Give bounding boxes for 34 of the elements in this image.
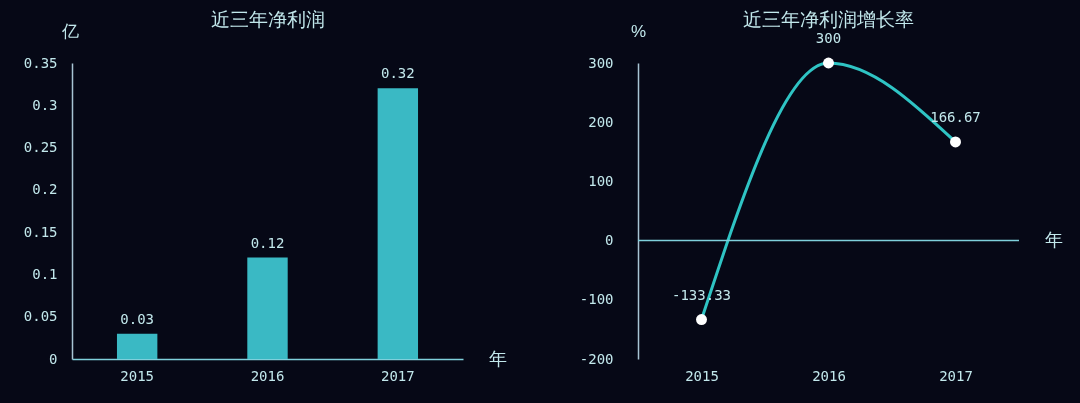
y-tick-label: 0.25 [23, 139, 58, 156]
y-tick-label: 0.2 [32, 181, 58, 198]
data-label: 300 [815, 30, 842, 46]
y-tick-label: 0.35 [23, 54, 58, 71]
x-tick-label: 2016 [250, 367, 285, 384]
y-tick-label: 0.1 [32, 265, 58, 282]
y-tick-label: 100 [588, 172, 614, 189]
bar [116, 333, 158, 359]
y-tick-label: 300 [588, 54, 614, 71]
y-tick-label: 0.15 [23, 223, 58, 240]
x-axis-title: 年 [1044, 230, 1063, 251]
x-tick-label: 2016 [812, 367, 846, 384]
y-tick-label: 0 [605, 232, 614, 249]
y-axis-title: 亿 [61, 21, 79, 41]
y-tick-label: -100 [579, 291, 614, 308]
y-axis-title: % [630, 21, 647, 41]
y-tick-label: -200 [579, 350, 614, 367]
x-tick-label: 2017 [939, 367, 973, 384]
bar [247, 257, 288, 359]
y-tick-label: 0.05 [23, 308, 58, 325]
chart-title: 近三年净利润增长率 [743, 9, 914, 30]
y-tick-label: 0.3 [32, 96, 58, 113]
bar [377, 88, 419, 359]
y-tick-label: 0 [49, 350, 58, 367]
x-tick-label: 2015 [120, 367, 155, 384]
data-label: 0.12 [250, 234, 285, 251]
data-label: 0.32 [380, 65, 415, 82]
y-tick-label: 200 [588, 113, 614, 130]
data-label: 166.67 [930, 108, 981, 125]
x-tick-label: 2017 [380, 367, 415, 384]
chart-title: 近三年净利润 [210, 9, 325, 30]
x-axis-title: 年 [488, 348, 507, 369]
data-label: 0.03 [120, 310, 155, 327]
x-tick-label: 2015 [685, 367, 719, 384]
